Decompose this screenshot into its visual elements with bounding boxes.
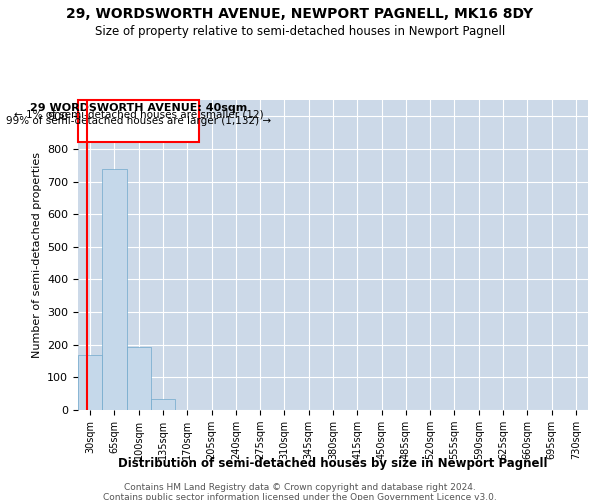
Text: ← 1% of semi-detached houses are smaller (12): ← 1% of semi-detached houses are smaller… bbox=[14, 109, 263, 119]
Text: 29 WORDSWORTH AVENUE: 40sqm: 29 WORDSWORTH AVENUE: 40sqm bbox=[30, 102, 247, 113]
Bar bbox=[151, 398, 175, 410]
Text: Distribution of semi-detached houses by size in Newport Pagnell: Distribution of semi-detached houses by … bbox=[118, 458, 548, 470]
Bar bbox=[127, 347, 151, 410]
Text: 29, WORDSWORTH AVENUE, NEWPORT PAGNELL, MK16 8DY: 29, WORDSWORTH AVENUE, NEWPORT PAGNELL, … bbox=[67, 8, 533, 22]
Text: Contains public sector information licensed under the Open Government Licence v3: Contains public sector information licen… bbox=[103, 492, 497, 500]
Y-axis label: Number of semi-detached properties: Number of semi-detached properties bbox=[32, 152, 41, 358]
Bar bbox=[78, 100, 199, 142]
Text: Contains HM Land Registry data © Crown copyright and database right 2024.: Contains HM Land Registry data © Crown c… bbox=[124, 482, 476, 492]
Bar bbox=[78, 354, 102, 410]
Text: 99% of semi-detached houses are larger (1,132) →: 99% of semi-detached houses are larger (… bbox=[6, 116, 271, 126]
Bar bbox=[102, 169, 127, 410]
Text: Size of property relative to semi-detached houses in Newport Pagnell: Size of property relative to semi-detach… bbox=[95, 25, 505, 38]
